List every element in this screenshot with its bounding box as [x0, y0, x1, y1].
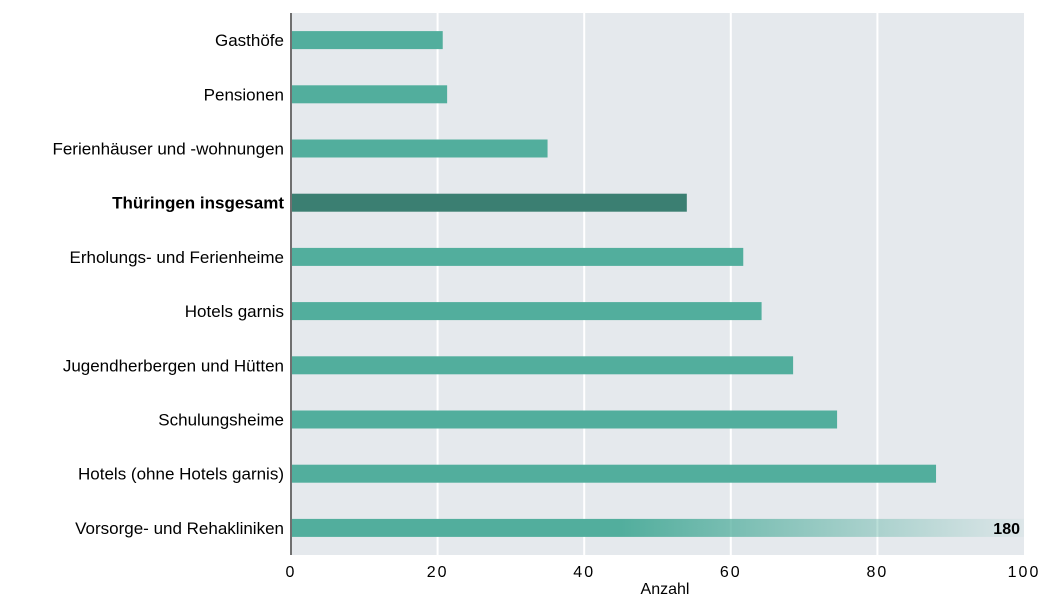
bar	[291, 193, 687, 212]
x-tick-labels: 0 20 40 60 80 100	[286, 564, 1041, 581]
category-label: Hotels garnis	[185, 302, 284, 321]
bar	[291, 247, 744, 266]
category-label: Erholungs- und Ferienheime	[69, 248, 284, 267]
x-axis-title: Anzahl	[641, 581, 690, 597]
x-tick-label: 20	[427, 564, 449, 581]
bar	[291, 518, 1024, 537]
bar	[291, 302, 762, 321]
category-label: Schulungsheime	[158, 411, 284, 430]
category-labels: Gasthöfe Pensionen Ferienhäuser und -wohnu…	[52, 31, 284, 538]
bar	[291, 139, 548, 158]
bars: 180	[291, 31, 1024, 538]
category-label: Pensionen	[204, 85, 284, 104]
grid-lines	[436, 13, 879, 555]
plot-background	[291, 13, 1024, 555]
category-label: Ferienhäuser und -wohnungen	[52, 140, 284, 159]
bar	[291, 410, 838, 429]
x-tick-label: 80	[867, 564, 889, 581]
bar	[291, 31, 443, 50]
category-label: Vorsorge- und Rehakliniken	[75, 519, 284, 538]
category-label: Gasthöfe	[215, 31, 284, 50]
x-tick-label: 40	[573, 564, 595, 581]
x-tick-label: 100	[1008, 564, 1041, 581]
category-label: Thüringen insgesamt	[112, 194, 284, 213]
data-label: 180	[993, 521, 1020, 538]
category-label: Jugendherbergen und Hütten	[63, 356, 284, 375]
x-tick-label: 60	[720, 564, 742, 581]
category-label: Hotels (ohne Hotels garnis)	[78, 465, 284, 484]
bar	[291, 356, 794, 375]
bar	[291, 85, 448, 104]
bar	[291, 464, 937, 483]
x-tick-label: 0	[286, 564, 297, 581]
